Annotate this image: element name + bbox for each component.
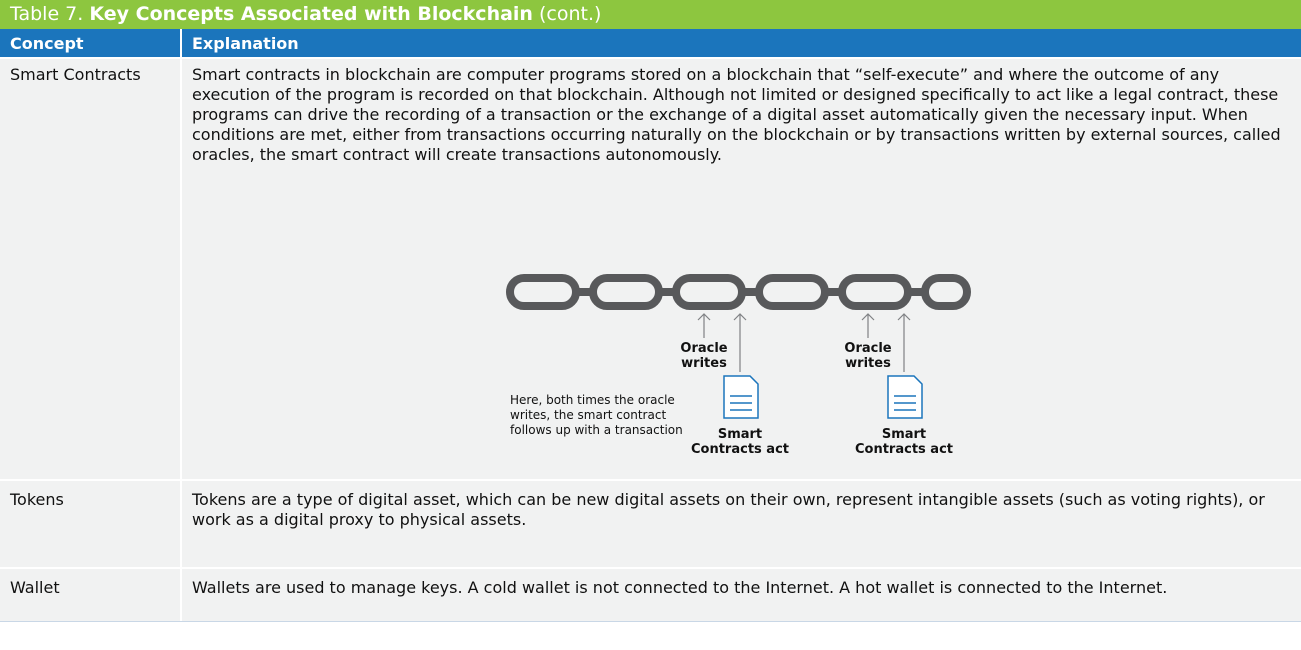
header-cell: Concept bbox=[0, 29, 180, 57]
contract-label: Smart bbox=[882, 427, 926, 442]
arrow bbox=[861, 313, 875, 338]
explanation-cell: Wallets are used to manage keys. A cold … bbox=[182, 569, 1301, 621]
header-cell: Explanation bbox=[182, 29, 1301, 57]
document-icon bbox=[887, 375, 923, 419]
chain-link bbox=[506, 274, 580, 310]
contract-label: Contracts act bbox=[855, 442, 953, 457]
explanation-cell: Tokens are a type of digital asset, whic… bbox=[182, 481, 1301, 567]
concept-cell: Wallet bbox=[0, 569, 180, 621]
arrow bbox=[897, 313, 911, 372]
chain-link bbox=[921, 274, 971, 310]
title-prefix: Table 7. bbox=[10, 3, 84, 25]
arrow bbox=[697, 313, 711, 338]
labels: Oracle writes Oracle writes Smart Contra… bbox=[680, 341, 953, 457]
note-line: follows up with a transaction bbox=[510, 423, 683, 437]
oracle-label: writes bbox=[681, 356, 727, 371]
note-line: Here, both times the oracle bbox=[510, 393, 675, 407]
concept-cell: Tokens bbox=[0, 481, 180, 567]
note: Here, both times the oracle writes, the … bbox=[510, 393, 683, 437]
chain bbox=[506, 274, 971, 310]
chain-link bbox=[755, 274, 829, 310]
chain-link bbox=[672, 274, 746, 310]
oracle-label: Oracle bbox=[844, 341, 891, 356]
arrows bbox=[697, 313, 911, 372]
arrow bbox=[733, 313, 747, 372]
document-icons bbox=[723, 375, 923, 419]
note-line: writes, the smart contract bbox=[510, 408, 666, 422]
chain-link bbox=[838, 274, 912, 310]
bottom-rule bbox=[0, 621, 1301, 622]
concept-cell: Smart Contracts bbox=[0, 59, 180, 479]
oracle-label: writes bbox=[845, 356, 891, 371]
contract-label: Contracts act bbox=[691, 442, 789, 457]
document-icon bbox=[723, 375, 759, 419]
title-bold: Key Concepts Associated with Blockchain bbox=[89, 3, 533, 25]
oracle-label: Oracle bbox=[680, 341, 727, 356]
contract-label: Smart bbox=[718, 427, 762, 442]
chain-link bbox=[589, 274, 663, 310]
title-suffix: (cont.) bbox=[539, 3, 602, 25]
table-title: Table 7. Key Concepts Associated with Bl… bbox=[0, 0, 1301, 29]
